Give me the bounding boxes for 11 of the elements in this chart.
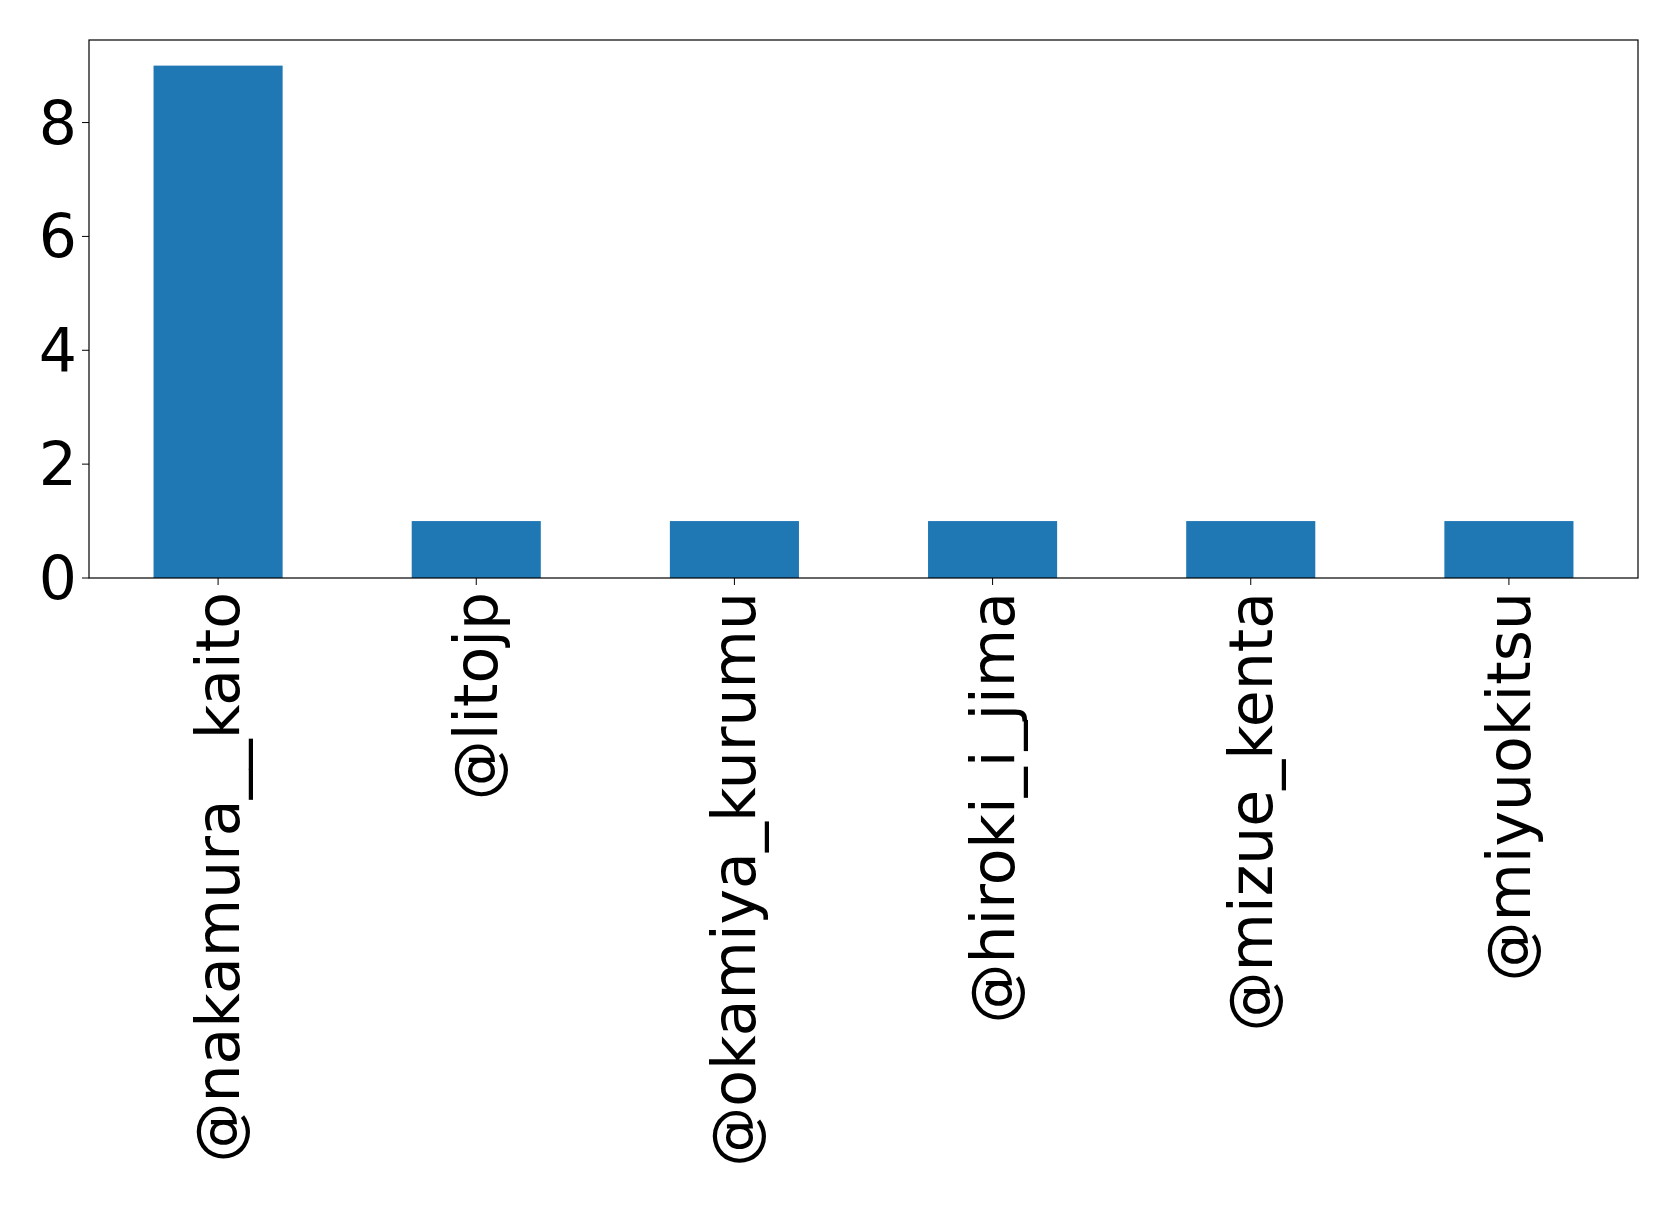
y-tick-label: 4 (38, 315, 77, 386)
y-tick-label: 6 (38, 201, 77, 272)
x-tick-label: @okamiya_kurumu (699, 592, 770, 1167)
x-tick-label: @nakamura__kaito (183, 592, 254, 1163)
y-tick-label: 2 (38, 429, 77, 500)
x-tick-label: @miyuokitsu (1473, 592, 1544, 982)
y-tick-label: 0 (38, 543, 77, 613)
x-tick-label: @hiroki_i_jima (957, 592, 1028, 1024)
x-tick-label: @mizue_kenta (1215, 592, 1286, 1032)
y-tick-label: 8 (38, 87, 77, 158)
x-tick-label: @litojp (441, 592, 512, 801)
